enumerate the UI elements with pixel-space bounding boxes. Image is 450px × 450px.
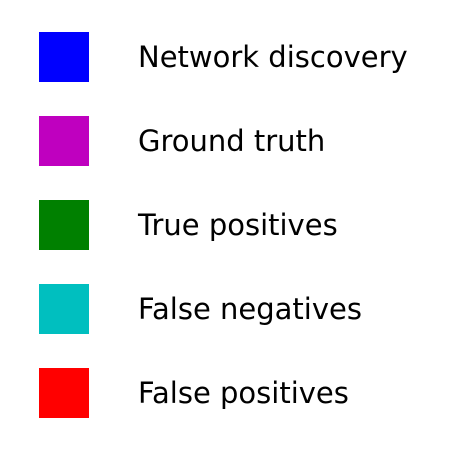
- legend-item-network-discovery: Network discovery: [39, 32, 439, 82]
- legend-label: Network discovery: [138, 40, 408, 74]
- legend-item-true-positives: True positives: [39, 200, 439, 250]
- legend-swatch: [39, 200, 89, 250]
- legend-label: False positives: [138, 376, 349, 410]
- legend-label: Ground truth: [138, 124, 326, 158]
- legend-swatch: [39, 116, 89, 166]
- legend-item-false-positives: False positives: [39, 368, 439, 418]
- legend-item-false-negatives: False negatives: [39, 284, 439, 334]
- legend-item-ground-truth: Ground truth: [39, 116, 439, 166]
- legend-swatch: [39, 284, 89, 334]
- legend-swatch: [39, 368, 89, 418]
- legend-label: False negatives: [138, 292, 362, 326]
- legend-label: True positives: [138, 208, 338, 242]
- legend-swatch: [39, 32, 89, 82]
